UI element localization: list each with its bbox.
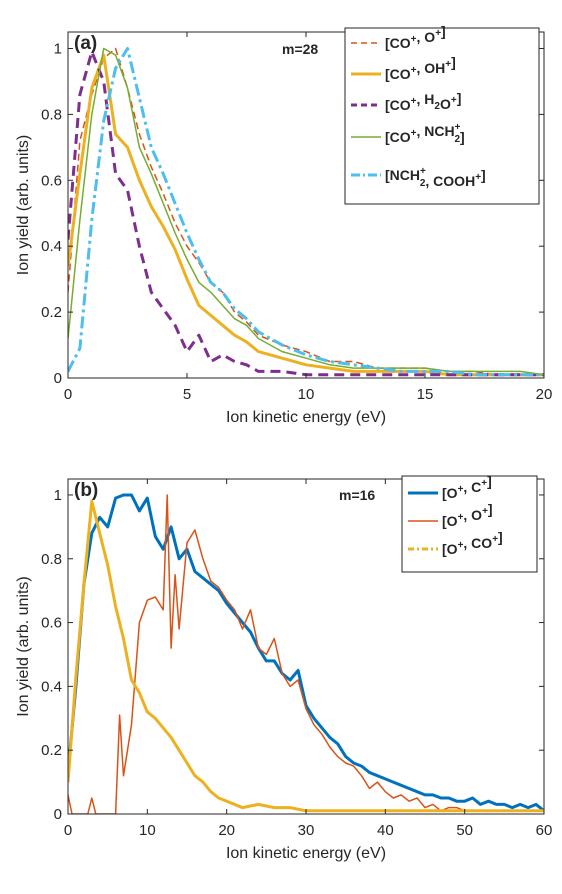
x-tick-label: 60 bbox=[536, 822, 553, 839]
y-tick-label: 0.8 bbox=[41, 106, 62, 123]
x-tick-label: 5 bbox=[183, 386, 191, 403]
mass-annotation: m=28 bbox=[282, 41, 318, 57]
y-tick-label: 0.6 bbox=[41, 172, 62, 189]
x-tick-label: 10 bbox=[139, 822, 156, 839]
x-tick-label: 20 bbox=[536, 386, 553, 403]
chart-panel-a: 0 5 10 15 20 0 0.2 0.4 0.6 0.8 1 Ion kinetic energy… bbox=[15, 23, 552, 426]
y-tick-label: 0.6 bbox=[41, 615, 62, 632]
legend-label: [CO+, OH+] bbox=[385, 54, 456, 82]
legend-label: [O+, O+] bbox=[442, 501, 493, 529]
legend: [O+, C+][O+, O+][O+, CO+] bbox=[401, 473, 538, 573]
x-tick-label: 40 bbox=[377, 822, 394, 839]
legend-box bbox=[344, 27, 540, 205]
legend-label: [O+, CO+] bbox=[442, 529, 503, 557]
panel-label: (b) bbox=[74, 480, 98, 501]
y-axis-label: Ion yield (arb. units) bbox=[15, 135, 32, 276]
series-line-4 bbox=[68, 47, 544, 376]
series-line-3 bbox=[68, 50, 544, 377]
x-tick-label: 30 bbox=[298, 822, 315, 839]
chart-panel-b: 0 10 20 30 40 50 60 0 0.2 0.4 0.6 0.8 1 Ion kinetic e… bbox=[15, 473, 552, 862]
y-axis-label: Ion yield (arb. units) bbox=[15, 576, 32, 717]
y-tick-label: 0 bbox=[54, 370, 62, 387]
series-line-2 bbox=[68, 494, 544, 814]
x-tick-label: 20 bbox=[218, 822, 235, 839]
legend-label: [CO+, NCH+ 2] bbox=[385, 122, 465, 145]
y-tick-label: 0.2 bbox=[41, 304, 62, 321]
y-tick-label: 0.4 bbox=[41, 238, 62, 255]
series-line-5 bbox=[68, 47, 544, 377]
mass-annotation: m=16 bbox=[339, 487, 375, 503]
y-tick-label: 0.8 bbox=[41, 551, 62, 568]
y-tick-label: 0 bbox=[54, 806, 62, 823]
series-line-1 bbox=[68, 493, 544, 812]
series-line-3 bbox=[68, 499, 544, 813]
x-tick-label: 0 bbox=[64, 386, 72, 403]
y-tick-label: 0.4 bbox=[41, 678, 62, 695]
x-tick-label: 0 bbox=[64, 822, 72, 839]
legend: [CO+, O+] [CO+, OH+] [CO+, H2O+] [CO+, NCH+… bbox=[344, 23, 540, 205]
legend-label: [O+, C+] bbox=[442, 473, 492, 501]
x-tick-label: 15 bbox=[417, 386, 434, 403]
x-axis-label: Ion kinetic energy (eV) bbox=[226, 845, 386, 862]
legend-label: [NCH+ 2, COOH+] bbox=[385, 166, 486, 189]
panel-label: (a) bbox=[74, 33, 97, 54]
x-tick-label: 10 bbox=[298, 386, 315, 403]
y-tick-label: 1 bbox=[54, 40, 62, 57]
legend-label: [CO+, H2O+] bbox=[385, 90, 461, 113]
x-tick-label: 50 bbox=[456, 822, 473, 839]
y-tick-label: 0.2 bbox=[41, 742, 62, 759]
legend-label: [CO+, O+] bbox=[385, 23, 446, 51]
x-axis-label: Ion kinetic energy (eV) bbox=[226, 409, 386, 426]
y-tick-label: 1 bbox=[54, 487, 62, 504]
